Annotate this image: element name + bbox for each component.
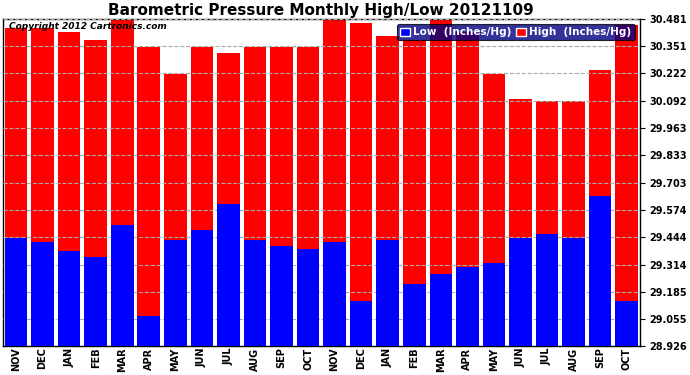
- Bar: [509, 99, 532, 346]
- Bar: [190, 230, 213, 346]
- Bar: [589, 196, 611, 346]
- Bar: [324, 242, 346, 346]
- Bar: [58, 32, 81, 346]
- Bar: [377, 240, 399, 346]
- Bar: [324, 19, 346, 346]
- Bar: [562, 238, 585, 346]
- Bar: [482, 74, 505, 346]
- Bar: [377, 36, 399, 346]
- Bar: [217, 53, 239, 346]
- Bar: [535, 101, 558, 346]
- Legend: Low  (Inches/Hg), High  (Inches/Hg): Low (Inches/Hg), High (Inches/Hg): [397, 24, 635, 40]
- Bar: [58, 251, 81, 346]
- Bar: [190, 46, 213, 346]
- Bar: [403, 40, 426, 346]
- Bar: [31, 28, 54, 346]
- Bar: [589, 70, 611, 346]
- Bar: [429, 19, 452, 346]
- Bar: [456, 267, 479, 346]
- Bar: [535, 234, 558, 346]
- Bar: [5, 28, 28, 346]
- Bar: [244, 46, 266, 346]
- Bar: [111, 19, 134, 346]
- Bar: [615, 26, 638, 346]
- Bar: [5, 238, 28, 346]
- Bar: [297, 46, 319, 346]
- Title: Barometric Pressure Monthly High/Low 20121109: Barometric Pressure Monthly High/Low 201…: [108, 3, 534, 18]
- Bar: [403, 284, 426, 346]
- Bar: [137, 316, 160, 346]
- Bar: [217, 204, 239, 346]
- Bar: [164, 240, 186, 346]
- Bar: [297, 249, 319, 346]
- Bar: [84, 257, 107, 346]
- Bar: [137, 46, 160, 346]
- Bar: [31, 242, 54, 346]
- Bar: [562, 101, 585, 346]
- Bar: [350, 23, 373, 346]
- Bar: [509, 238, 532, 346]
- Bar: [350, 301, 373, 346]
- Bar: [429, 274, 452, 346]
- Bar: [164, 74, 186, 346]
- Bar: [615, 301, 638, 346]
- Bar: [84, 40, 107, 346]
- Bar: [111, 225, 134, 346]
- Bar: [482, 263, 505, 346]
- Bar: [456, 32, 479, 346]
- Bar: [270, 246, 293, 346]
- Bar: [270, 46, 293, 346]
- Text: Copyright 2012 Cartronics.com: Copyright 2012 Cartronics.com: [9, 22, 167, 31]
- Bar: [244, 240, 266, 346]
